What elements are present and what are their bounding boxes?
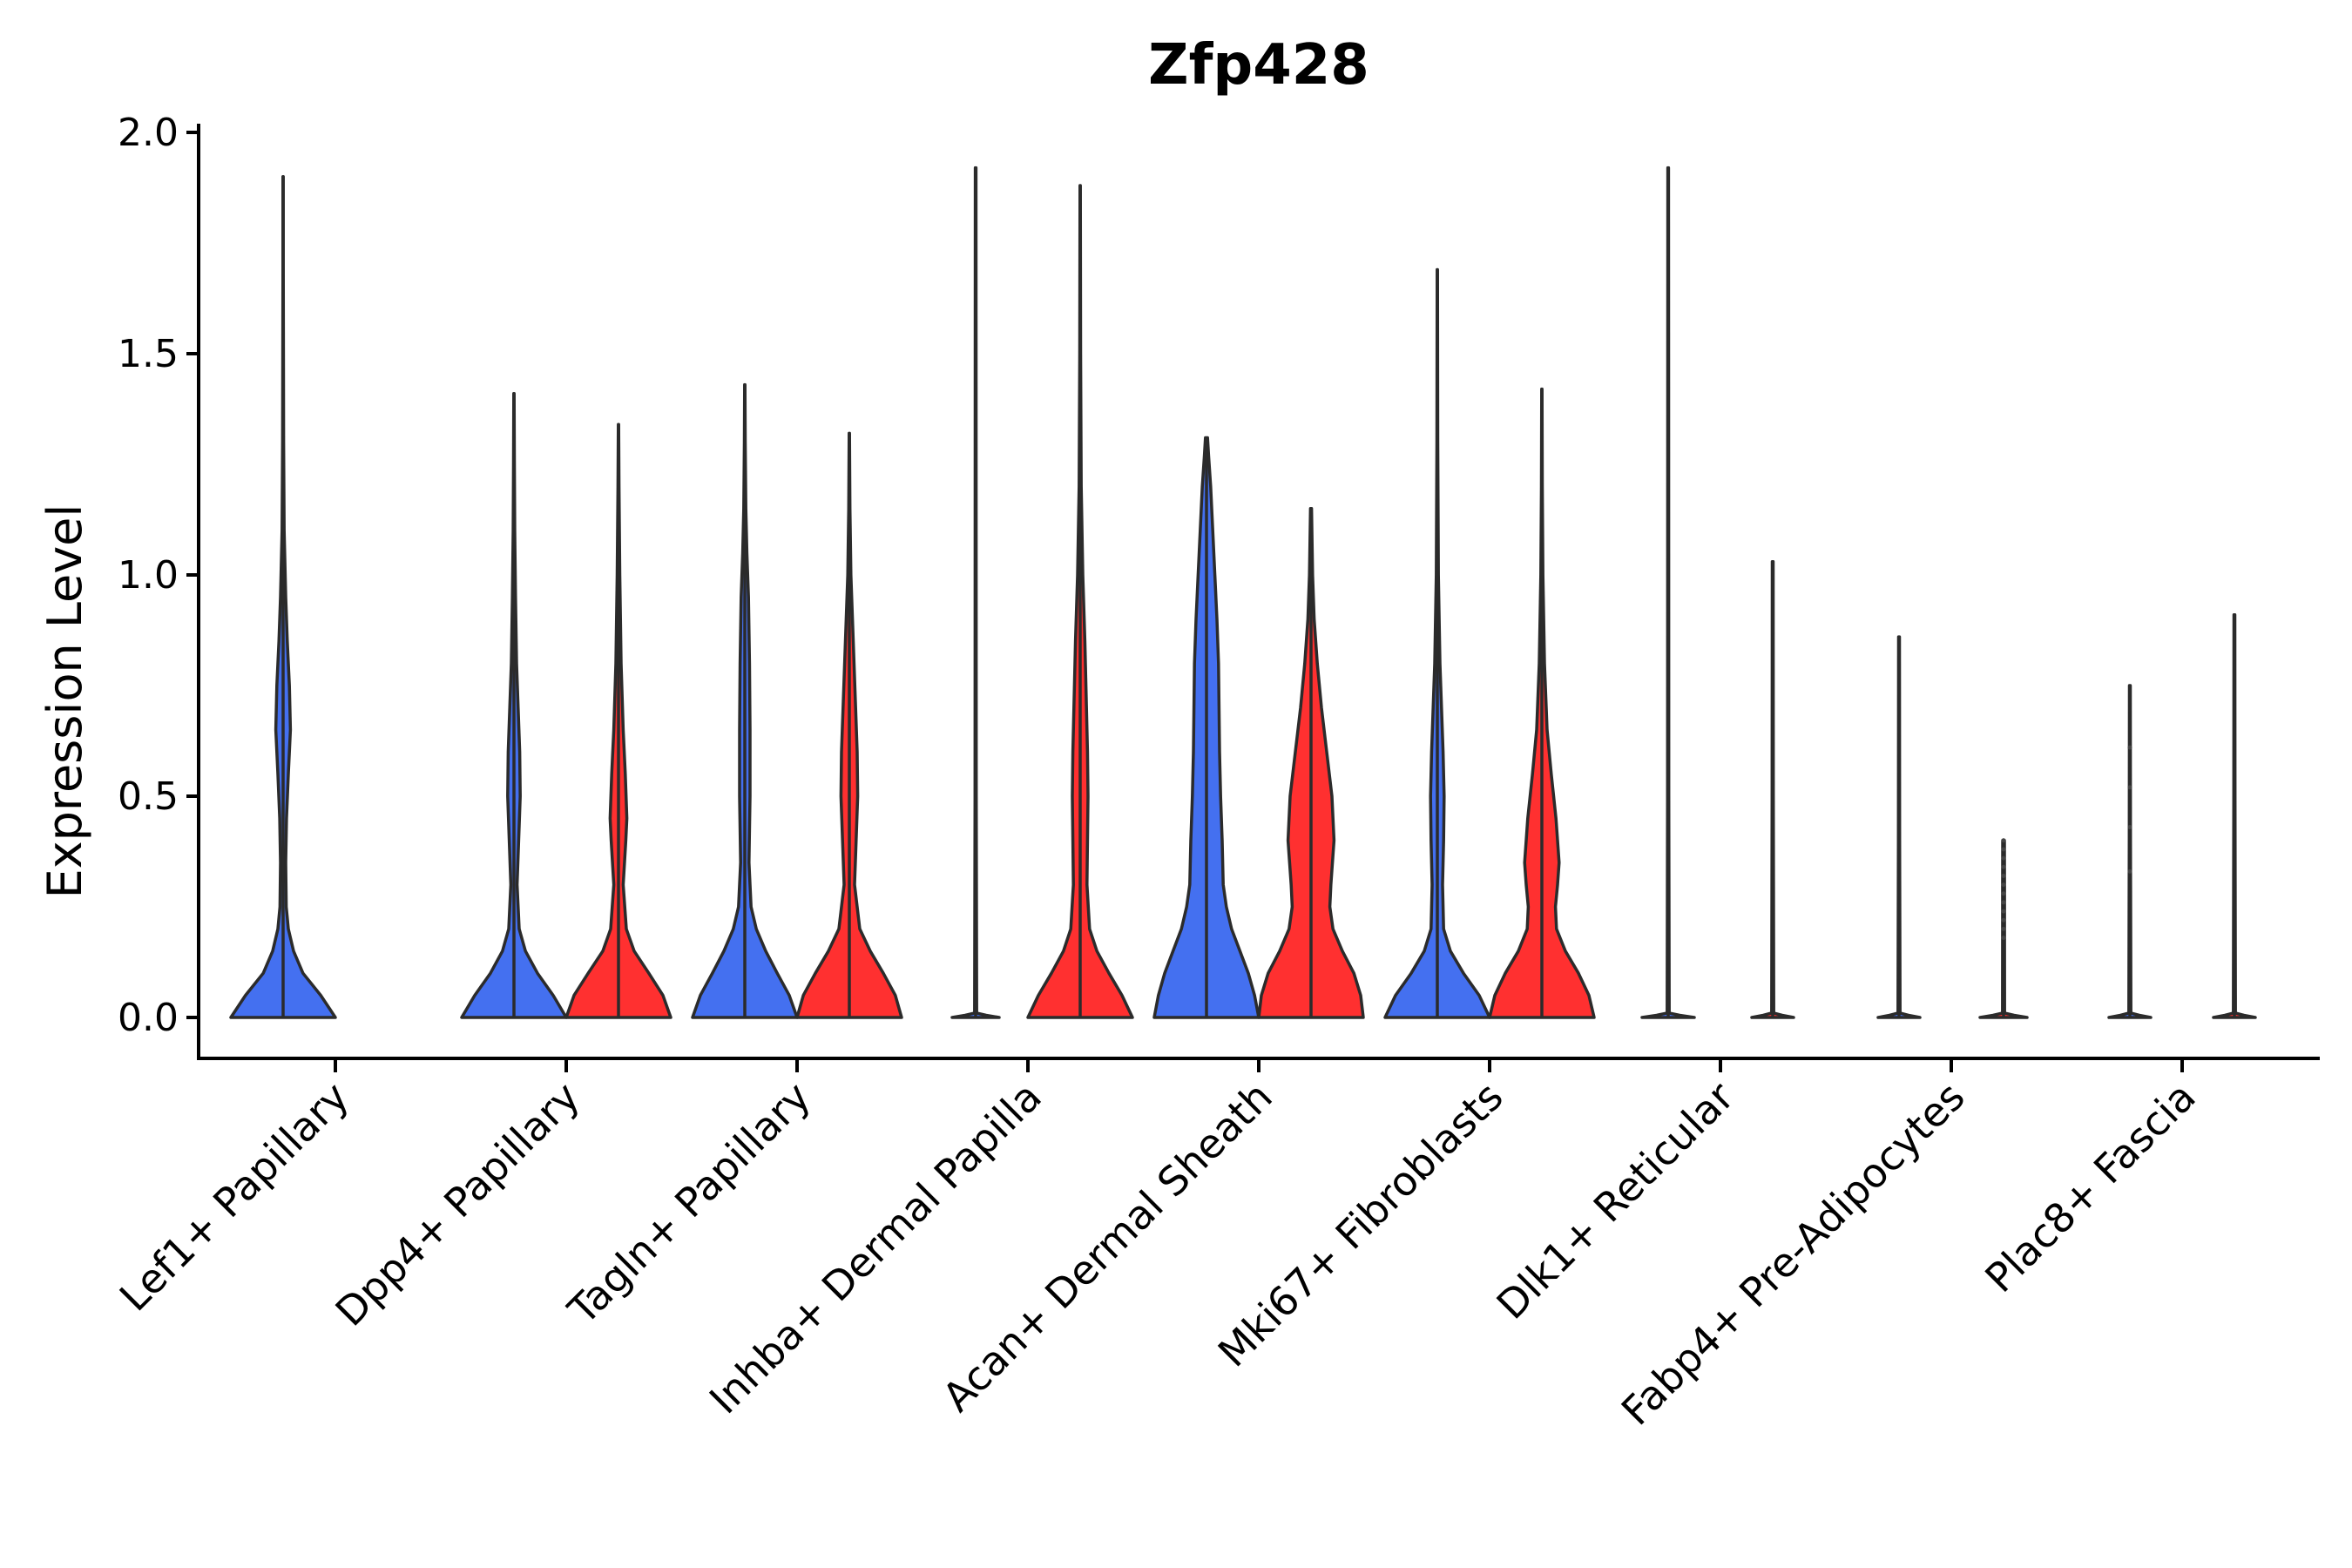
outlier-point	[2001, 917, 2006, 923]
plot-area	[229, 166, 2257, 1019]
y-axis: 0.0 0.5 1.0 1.5 2.0	[118, 111, 199, 1040]
outlier-point	[2001, 882, 2006, 888]
outlier-point	[2001, 847, 2006, 852]
category-group	[229, 175, 337, 1019]
outlier-point	[2001, 891, 2006, 896]
x-tick-label: Plac8+ Fascia	[1976, 1073, 2204, 1301]
x-tick-label: Lef1+ Papillary	[111, 1073, 358, 1321]
y-tick-label: 2.0	[118, 111, 179, 155]
outlier-point	[2001, 900, 2006, 905]
outlier-point	[2001, 855, 2006, 861]
category-group	[460, 391, 672, 1019]
outlier-point	[2001, 864, 2006, 869]
category-group	[691, 382, 903, 1019]
outlier-point	[2001, 838, 2006, 843]
outlier-point	[2001, 936, 2006, 941]
category-group	[1876, 635, 2029, 1019]
outlier-point	[2001, 873, 2006, 878]
outlier-point	[2001, 926, 2006, 931]
outlier-point	[2127, 825, 2132, 830]
y-tick-label: 1.0	[118, 553, 179, 598]
category-group	[1640, 166, 1795, 1019]
chart-title: Zfp428	[1148, 33, 1369, 98]
outlier-point	[2127, 745, 2132, 750]
category-group	[2107, 612, 2257, 1019]
outlier-point	[2127, 868, 2132, 874]
y-tick-label: 0.0	[118, 996, 179, 1040]
y-tick-label: 0.5	[118, 774, 179, 819]
outlier-point	[2001, 909, 2006, 914]
x-tick-label: Tagln+ Papillary	[558, 1073, 820, 1335]
category-group	[1152, 436, 1365, 1019]
category-group	[950, 166, 1134, 1019]
outlier-point	[2127, 785, 2132, 790]
category-group	[1383, 267, 1596, 1019]
x-tick-label: Dpp4+ Papillary	[327, 1073, 589, 1335]
y-tick-label: 1.5	[118, 332, 179, 376]
y-axis-label: Expression Level	[37, 504, 92, 899]
x-tick-label: Dlk1+ Reticular	[1488, 1073, 1743, 1328]
